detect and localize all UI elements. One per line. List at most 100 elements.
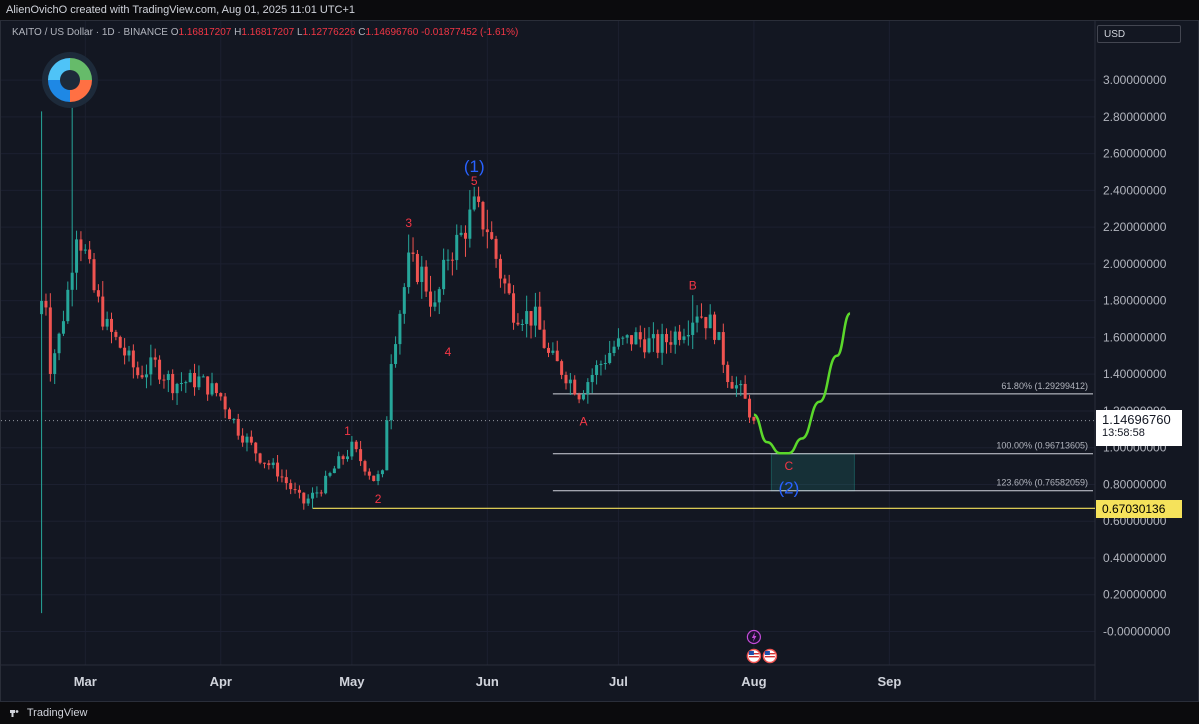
candle-body [503, 278, 507, 284]
candle-body [311, 492, 315, 499]
wave-label: C [785, 459, 794, 473]
symbol-legend: KAITO / US Dollar · 1D · BINANCE O1.1681… [12, 27, 518, 38]
candle-body [258, 453, 262, 463]
candle-body [175, 383, 179, 394]
candle-body [490, 232, 494, 239]
candle-body [315, 492, 319, 494]
candle-body [88, 249, 92, 260]
price-tick-label: -0.00000000 [1103, 625, 1171, 639]
candle-body [197, 376, 201, 388]
candle-body [232, 418, 236, 420]
candle-body [630, 335, 634, 345]
us-flag-icon[interactable] [762, 648, 778, 664]
candle-body [219, 393, 223, 397]
candle-body [669, 342, 673, 345]
candle-body [245, 436, 249, 443]
candle-body [184, 382, 188, 384]
price-tick-label: 2.40000000 [1103, 183, 1167, 197]
candle-body [608, 353, 612, 363]
author-logo-icon [42, 52, 98, 108]
candle-body [276, 462, 280, 477]
candle-body [481, 201, 485, 230]
price-tick-label: 1.80000000 [1103, 294, 1167, 308]
candle-body [547, 347, 551, 353]
candle-body [144, 374, 148, 378]
candle-body [136, 367, 140, 376]
candle-body [555, 350, 559, 362]
candle-body [415, 253, 419, 282]
candle-body [581, 394, 585, 400]
candle-body [682, 336, 686, 340]
candle-body [380, 470, 384, 475]
candle-body [123, 347, 127, 356]
candle-body [332, 468, 336, 474]
candle-body [297, 489, 301, 493]
candle-body [424, 266, 428, 292]
candle-body [485, 229, 489, 233]
candle-body [512, 293, 516, 323]
candle-body [402, 287, 406, 314]
candle-body [236, 418, 240, 436]
candle-body [101, 296, 105, 327]
candle-body [367, 471, 371, 476]
high-label: H [234, 27, 242, 38]
high-value: 1.16817207 [241, 27, 295, 38]
candle-body [398, 313, 402, 345]
candle-body [533, 306, 537, 326]
candle-body [665, 334, 668, 343]
candle-body [83, 249, 87, 251]
time-tick-label: Aug [741, 674, 766, 689]
candle-body [686, 334, 690, 337]
price-tick-label: 1.40000000 [1103, 367, 1167, 381]
candle-body [61, 321, 65, 334]
candle-body [66, 289, 70, 322]
candle-body [171, 373, 175, 394]
candle-body [616, 338, 620, 347]
candle-body [394, 344, 398, 365]
candle-body [590, 375, 594, 383]
candle-body [708, 314, 712, 329]
candle-body [726, 364, 730, 383]
price-tick-label: 0.40000000 [1103, 551, 1167, 565]
candle-body [271, 462, 275, 466]
candle-body [79, 239, 83, 251]
price-tick-label: 3.00000000 [1103, 73, 1167, 87]
candle-body [647, 338, 651, 353]
chart-grid [1, 21, 1095, 665]
price-tick-label: 2.80000000 [1103, 110, 1167, 124]
candle-body [280, 476, 284, 478]
candle-body [262, 462, 266, 464]
candle-body [92, 259, 96, 291]
candle-body [319, 492, 323, 494]
candle-body [389, 364, 393, 421]
footer-bar: TradingView [0, 702, 1199, 724]
candle-body [411, 252, 415, 254]
candle-body [341, 456, 345, 460]
candle-body [166, 373, 170, 381]
candle-body [748, 398, 752, 418]
wave-label: (1) [464, 157, 485, 176]
candle-body [302, 492, 306, 504]
price-tick-label: 0.80000000 [1103, 477, 1167, 491]
candle-body [206, 376, 210, 395]
candle-body [267, 463, 271, 466]
candle-body [691, 322, 695, 335]
candle-body [721, 332, 725, 365]
fib-level-label: 61.80% (1.29299412) [1001, 381, 1088, 391]
candle-body [158, 359, 162, 380]
price-tick-label: 2.60000000 [1103, 147, 1167, 161]
wave-label: 3 [405, 216, 412, 230]
candle-body [468, 209, 472, 239]
attribution-text: AlienOvichO created with TradingView.com… [6, 4, 356, 16]
currency-selector[interactable]: USD [1097, 25, 1181, 43]
chart-frame[interactable] [0, 20, 1199, 702]
projection-curve [753, 312, 852, 455]
candle-body [603, 362, 607, 364]
lightning-icon[interactable] [746, 629, 762, 645]
us-flag-icon[interactable] [746, 648, 762, 664]
candle-body [638, 332, 642, 340]
candle-body [560, 361, 564, 375]
candle-body [442, 259, 446, 290]
